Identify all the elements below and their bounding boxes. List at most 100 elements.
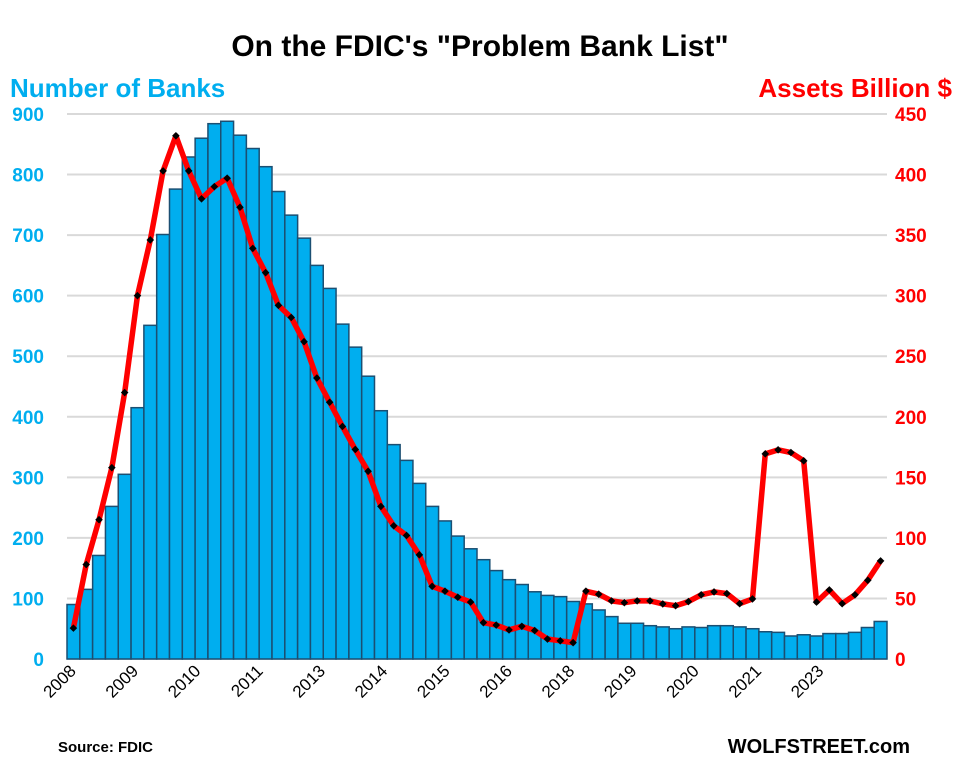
bar-banks xyxy=(143,324,158,660)
assets-marker xyxy=(697,591,706,599)
right-tick-label: 50 xyxy=(895,589,916,610)
bar-banks xyxy=(655,626,670,660)
bar-banks xyxy=(860,626,875,660)
bar-banks xyxy=(719,624,734,660)
bar-banks xyxy=(322,287,337,660)
x-tick-label: 2011 xyxy=(227,661,266,700)
assets-marker xyxy=(735,599,744,608)
assets-marker xyxy=(287,313,296,322)
assets-marker xyxy=(633,597,641,605)
right-tick-label: 300 xyxy=(895,287,927,308)
bar-banks xyxy=(194,137,209,660)
assets-marker xyxy=(812,598,821,606)
bar-banks xyxy=(373,409,389,660)
assets-marker xyxy=(120,388,129,397)
bar-banks xyxy=(527,591,542,660)
assets-marker xyxy=(441,587,449,595)
assets-marker xyxy=(236,203,244,212)
bar-banks xyxy=(604,615,619,660)
bar-banks xyxy=(630,622,645,660)
bar-banks xyxy=(847,631,863,660)
bar-banks xyxy=(476,558,491,660)
assets-marker xyxy=(825,586,834,594)
assets-marker xyxy=(108,463,116,472)
assets-marker xyxy=(146,236,155,244)
bar-banks xyxy=(168,188,184,660)
x-tick-label: 2014 xyxy=(351,661,391,701)
bar-banks xyxy=(181,156,196,660)
assets-marker xyxy=(620,598,629,607)
assets-marker xyxy=(582,587,590,595)
bar-banks xyxy=(668,627,683,660)
bar-banks xyxy=(207,122,222,660)
assets-marker xyxy=(594,590,603,599)
assets-marker xyxy=(774,446,782,454)
assets-marker xyxy=(223,174,231,182)
chart-title: On the FDIC's "Problem Bank List" xyxy=(231,30,728,63)
bar-banks xyxy=(796,634,811,660)
assets-marker xyxy=(325,398,334,407)
bar-banks xyxy=(117,473,132,660)
assets-marker xyxy=(133,291,142,300)
right-axis-title: Assets Billion $ xyxy=(758,73,952,103)
assets-marker xyxy=(338,422,347,431)
assets-marker xyxy=(684,597,693,606)
assets-marker xyxy=(95,515,103,524)
x-tick-label: 2010 xyxy=(164,661,204,701)
assets-marker xyxy=(876,557,885,565)
bar-banks xyxy=(271,190,286,660)
bar-banks xyxy=(155,233,171,660)
assets-marker xyxy=(82,560,91,569)
bar-banks xyxy=(873,620,888,660)
left-tick-label: 800 xyxy=(12,166,44,187)
bar-banks xyxy=(91,554,107,660)
bar-banks xyxy=(514,583,529,660)
assets-marker xyxy=(748,595,757,603)
left-tick-label: 0 xyxy=(33,650,44,671)
assets-marker xyxy=(658,600,667,608)
x-tick-label: 2016 xyxy=(476,661,516,701)
assets-marker xyxy=(300,337,308,346)
right-tick-label: 250 xyxy=(895,347,927,368)
bar-banks xyxy=(809,635,824,660)
assets-marker xyxy=(453,593,462,602)
assets-marker xyxy=(274,301,283,310)
bar-banks xyxy=(386,443,401,660)
assets-marker xyxy=(761,450,770,458)
assets-marker xyxy=(723,589,731,598)
left-tick-label: 400 xyxy=(12,408,44,429)
assets-marker xyxy=(569,638,577,647)
right-tick-label: 200 xyxy=(895,408,927,429)
assets-marker xyxy=(351,445,360,454)
bar-banks xyxy=(296,237,312,660)
x-tick-label: 2008 xyxy=(40,661,80,701)
assets-marker xyxy=(402,531,411,540)
bar-banks xyxy=(706,624,722,660)
watermark: WOLFSTREET.com xyxy=(728,736,910,758)
bar-banks xyxy=(783,635,799,660)
assets-marker xyxy=(607,597,616,605)
bar-banks xyxy=(360,375,376,660)
bar-banks xyxy=(104,505,119,660)
right-tick-label: 350 xyxy=(895,226,927,247)
assets-marker xyxy=(466,598,475,606)
x-tick-label: 2018 xyxy=(538,661,578,701)
right-tick-label: 400 xyxy=(895,166,927,187)
x-tick-label: 2023 xyxy=(787,661,827,701)
assets-marker xyxy=(389,521,398,530)
left-tick-label: 600 xyxy=(12,287,44,308)
source-label: Source: FDIC xyxy=(58,739,153,756)
assets-marker xyxy=(710,588,718,596)
assets-marker xyxy=(197,194,206,203)
bar-banks xyxy=(617,622,632,660)
bar-banks xyxy=(822,632,837,660)
assets-marker xyxy=(851,591,859,599)
right-tick-label: 100 xyxy=(895,529,927,550)
assets-marker xyxy=(479,618,488,627)
assets-marker xyxy=(210,182,219,191)
assets-marker xyxy=(415,551,424,559)
assets-marker xyxy=(787,448,795,457)
bar-banks xyxy=(335,323,350,660)
right-tick-label: 0 xyxy=(895,650,906,671)
bar-banks xyxy=(835,632,850,660)
